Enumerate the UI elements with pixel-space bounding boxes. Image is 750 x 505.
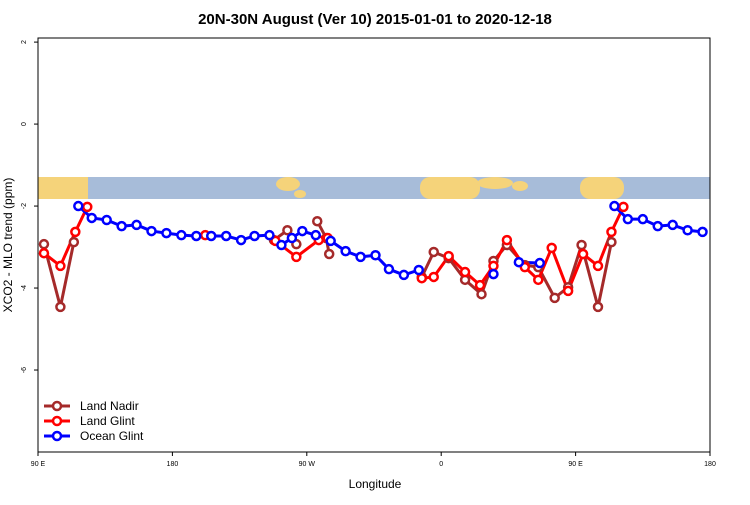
data-point	[383, 263, 395, 275]
x-tick-label: 0	[439, 461, 443, 468]
data-point	[459, 266, 471, 278]
legend-label: Land Nadir	[80, 399, 139, 413]
data-point	[488, 260, 499, 272]
data-point	[323, 248, 335, 260]
data-point	[161, 227, 172, 239]
y-axis-label: XCO2 - MLO trend (ppm)	[1, 178, 15, 313]
data-point	[534, 257, 546, 269]
data-point	[291, 251, 302, 263]
legend-label: Land Glint	[80, 414, 135, 428]
data-point	[310, 229, 322, 241]
data-point	[340, 245, 351, 257]
chart-title: 20N-30N August (Ver 10) 2015-01-01 to 20…	[198, 11, 552, 28]
y-tick-label: -2	[21, 203, 28, 209]
data-point	[82, 201, 93, 213]
x-tick-label: 180	[167, 461, 179, 468]
data-point	[116, 220, 127, 232]
data-point	[297, 225, 308, 237]
data-point	[282, 224, 293, 236]
data-point	[592, 301, 604, 313]
data-point	[474, 279, 486, 291]
data-point	[355, 251, 366, 263]
data-point	[38, 247, 50, 259]
data-point	[667, 219, 678, 231]
data-point	[264, 229, 275, 241]
data-point	[68, 236, 80, 248]
data-point	[312, 215, 323, 227]
data-point	[606, 226, 617, 238]
data-point	[501, 234, 513, 246]
data-point	[416, 272, 428, 284]
data-point	[101, 214, 112, 226]
data-point	[637, 213, 649, 225]
y-tick-label: -4	[21, 285, 28, 291]
data-point	[443, 250, 454, 262]
data-point	[513, 256, 525, 268]
data-point	[618, 201, 629, 213]
data-point	[428, 271, 439, 283]
data-point	[55, 260, 66, 272]
data-point	[562, 285, 574, 297]
data-point	[413, 264, 425, 276]
x-tick-label: 90 W	[299, 461, 316, 468]
data-point	[428, 246, 439, 258]
plot-frame	[37, 37, 711, 453]
x-tick-label: 90 E	[568, 461, 583, 468]
y-tick-label: -6	[21, 367, 28, 373]
data-point	[191, 230, 202, 242]
data-point	[235, 234, 247, 246]
data-point	[476, 288, 487, 300]
data-point	[286, 232, 298, 244]
y-tick-label: 2	[21, 40, 28, 44]
data-point	[370, 249, 381, 261]
data-point	[325, 235, 336, 247]
data-point	[86, 212, 98, 224]
data-point	[488, 268, 499, 280]
data-point	[592, 260, 604, 272]
data-point	[546, 242, 557, 254]
data-point	[38, 238, 50, 250]
data-point	[577, 248, 589, 260]
x-axis-label: Longitude	[349, 477, 402, 491]
data-point	[131, 219, 142, 231]
x-tick-label: 90 E	[31, 461, 46, 468]
data-point	[70, 226, 81, 238]
data-point	[622, 213, 634, 225]
data-point	[697, 226, 708, 238]
data-point	[682, 224, 693, 236]
data-point	[220, 230, 232, 242]
data-point	[609, 200, 620, 212]
x-tick-label: 180	[704, 461, 716, 468]
map-strip	[38, 177, 710, 199]
data-point	[205, 230, 217, 242]
data-point	[55, 301, 66, 313]
data-point	[533, 274, 544, 286]
legend-label: Ocean Glint	[80, 429, 144, 443]
data-point	[176, 229, 187, 241]
data-point	[606, 236, 617, 248]
data-point	[549, 292, 560, 304]
legend-marker	[51, 400, 63, 412]
legend-marker	[51, 415, 63, 427]
data-point	[576, 239, 587, 251]
data-point	[398, 269, 410, 281]
data-point	[276, 239, 287, 251]
data-point	[652, 220, 663, 232]
data-point	[146, 225, 157, 237]
data-point	[73, 200, 84, 212]
data-point	[249, 230, 260, 242]
y-tick-label: 0	[21, 122, 28, 126]
legend-marker	[51, 430, 63, 442]
